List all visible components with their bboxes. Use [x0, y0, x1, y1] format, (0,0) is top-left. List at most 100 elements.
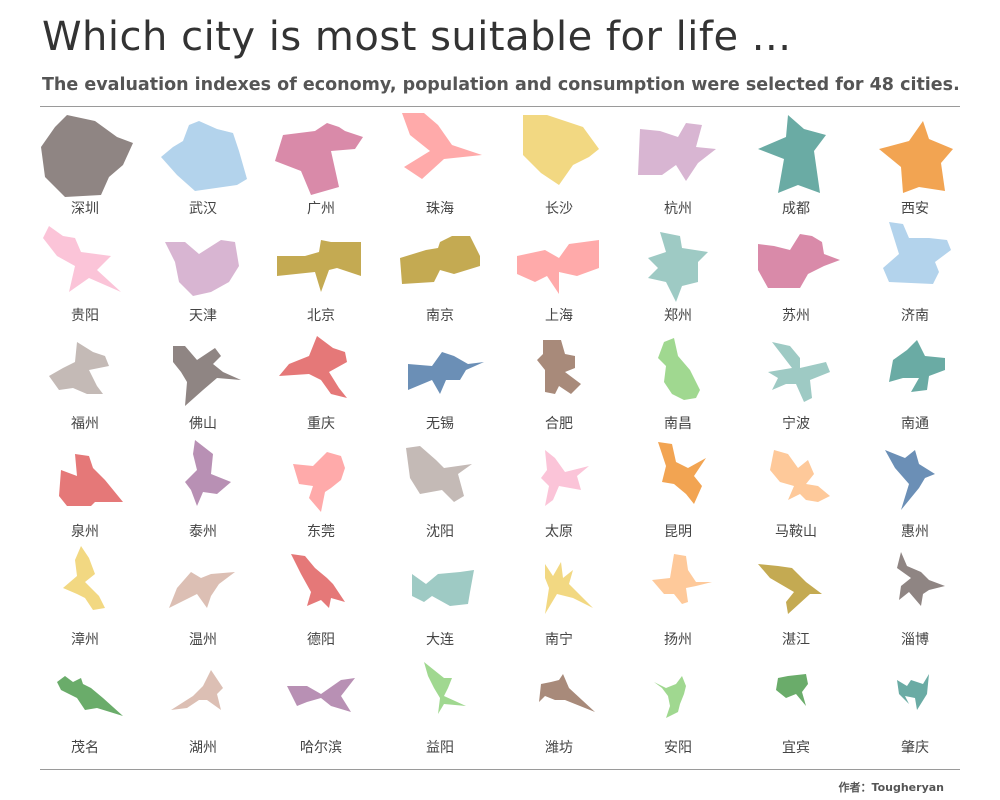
city-cell: 深圳 — [41, 115, 133, 217]
city-cell: 上海 — [517, 240, 599, 324]
city-shape — [171, 670, 223, 710]
city-shape — [43, 226, 121, 292]
city-shape — [63, 546, 105, 610]
city-label: 泰州 — [189, 524, 217, 540]
city-label: 哈尔滨 — [300, 740, 342, 756]
city-shape — [400, 236, 480, 284]
city-label: 杭州 — [664, 201, 692, 217]
city-shape — [161, 121, 247, 191]
city-shape — [523, 115, 599, 185]
city-label: 益阳 — [426, 740, 454, 756]
city-cell: 苏州 — [758, 234, 840, 324]
city-cell: 德阳 — [291, 554, 345, 648]
city-cell: 哈尔滨 — [287, 678, 355, 756]
city-shape — [291, 554, 345, 608]
city-shape — [275, 123, 363, 195]
bottom-divider — [40, 769, 960, 770]
city-shape — [279, 336, 347, 398]
city-cell: 成都 — [758, 115, 826, 217]
city-cell: 珠海 — [402, 113, 482, 217]
city-shape — [541, 450, 589, 506]
city-shape — [879, 121, 953, 193]
city-shape — [758, 234, 840, 288]
city-cell: 扬州 — [652, 554, 712, 648]
city-label: 合肥 — [545, 416, 573, 432]
city-cell: 昆明 — [658, 442, 706, 540]
city-shape — [770, 450, 830, 502]
city-shape — [49, 342, 109, 394]
city-cell: 宜宾 — [776, 674, 810, 756]
city-cell: 北京 — [277, 240, 361, 324]
city-cell: 马鞍山 — [770, 450, 830, 540]
city-label: 泉州 — [71, 523, 99, 540]
city-label: 武汉 — [189, 201, 217, 217]
city-shape — [41, 115, 133, 197]
city-cell: 天津 — [165, 240, 239, 324]
city-cell: 合肥 — [537, 340, 581, 432]
city-shape — [648, 232, 708, 302]
city-label: 淄博 — [901, 631, 929, 648]
city-label: 德阳 — [307, 632, 335, 648]
city-cell: 茂名 — [57, 676, 123, 756]
city-shape — [758, 564, 822, 614]
city-label: 北京 — [307, 308, 335, 324]
city-cell: 贵阳 — [43, 226, 121, 324]
city-cell: 武汉 — [161, 121, 247, 217]
city-label: 茂名 — [71, 739, 99, 756]
city-cell: 大连 — [412, 570, 474, 648]
city-label: 南通 — [901, 416, 929, 432]
city-cell: 东莞 — [293, 452, 345, 540]
city-cell: 郑州 — [648, 232, 708, 324]
city-cell: 泉州 — [59, 454, 123, 540]
city-cell: 济南 — [883, 222, 951, 324]
city-cell: 温州 — [169, 572, 235, 648]
city-label: 漳州 — [71, 631, 99, 648]
city-label: 上海 — [545, 308, 573, 324]
city-shape — [185, 440, 231, 506]
city-cell: 太原 — [541, 450, 589, 540]
city-label: 肇庆 — [901, 740, 929, 756]
city-cell: 湛江 — [758, 564, 822, 648]
city-shape — [402, 113, 482, 179]
city-cell: 南昌 — [658, 338, 700, 432]
city-shape — [165, 240, 239, 296]
city-label: 马鞍山 — [775, 524, 817, 540]
city-shape — [277, 240, 361, 292]
city-label: 南宁 — [545, 631, 573, 648]
city-label: 温州 — [189, 632, 217, 648]
city-cell: 泰州 — [185, 440, 231, 540]
city-label: 济南 — [901, 308, 929, 324]
city-shape — [897, 674, 929, 710]
city-shape — [652, 554, 712, 604]
city-cell: 长沙 — [523, 115, 599, 217]
city-shape — [169, 572, 235, 608]
city-label: 宁波 — [782, 415, 810, 432]
city-cell: 潍坊 — [539, 674, 595, 756]
city-cell: 沈阳 — [406, 446, 472, 540]
city-cell: 杭州 — [638, 123, 716, 217]
city-label: 南京 — [426, 308, 454, 324]
city-label: 广州 — [307, 201, 335, 217]
city-label: 大连 — [426, 632, 454, 648]
city-label: 无锡 — [426, 416, 454, 432]
city-label: 佛山 — [189, 416, 217, 432]
city-cell: 肇庆 — [897, 674, 929, 756]
city-shape — [539, 674, 595, 712]
chart-subtitle: The evaluation indexes of economy, popul… — [42, 75, 960, 95]
city-label: 东莞 — [307, 524, 335, 540]
city-shape — [883, 222, 951, 284]
city-cell: 惠州 — [885, 450, 935, 540]
city-cell: 佛山 — [173, 346, 241, 432]
city-cell: 南通 — [889, 340, 945, 432]
city-cell: 福州 — [49, 342, 109, 432]
city-label: 安阳 — [664, 740, 692, 756]
city-cell: 西安 — [879, 121, 953, 217]
city-label: 湖州 — [189, 740, 217, 756]
city-shape — [287, 678, 355, 712]
city-shape — [638, 123, 716, 181]
city-label: 南昌 — [664, 416, 692, 432]
city-shape — [424, 662, 466, 714]
city-shape — [885, 450, 935, 510]
city-cell: 重庆 — [279, 336, 347, 432]
city-shape — [768, 342, 830, 402]
